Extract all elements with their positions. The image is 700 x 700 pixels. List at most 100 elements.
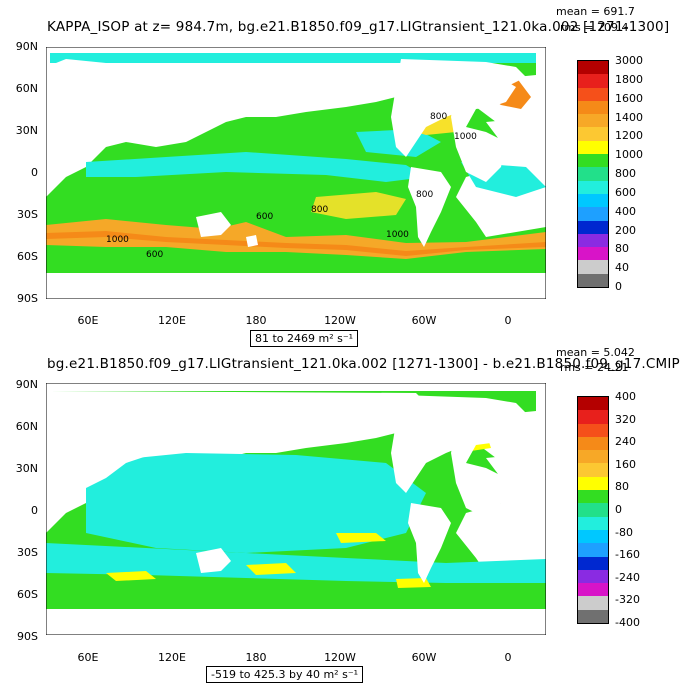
colorbar-swatch [578, 596, 608, 611]
panel1-lat-axis: 90N 60N 30N 0 30S 60S 90S [0, 40, 46, 312]
colorbar-swatch [578, 583, 608, 597]
colorbar-swatch [578, 450, 608, 464]
panel1-title: KAPPA_ISOP at z= 984.7m, bg.e21.B1850.f0… [47, 19, 670, 35]
contour-label: 1000 [106, 235, 129, 245]
colorbar-swatch [578, 154, 608, 168]
lon-label: 60E [77, 314, 99, 327]
colorbar-swatch [578, 127, 608, 142]
colorbar-label: -320 [615, 593, 640, 607]
colorbar-swatch [578, 247, 608, 261]
lat-label: 90S [17, 292, 38, 305]
lat-label: 30N [15, 124, 38, 137]
colorbar-swatch [578, 609, 608, 624]
panel2-colorbar: 400 320 240 160 80 0 -80 -160 -240 -320 -400 [577, 390, 657, 629]
lat-label: 30S [17, 208, 38, 221]
lon-label: 0 [504, 651, 512, 664]
colorbar-label: 600 [615, 185, 636, 199]
colorbar-swatch [578, 61, 608, 75]
panel2-mean: mean = 5.042 [556, 346, 635, 359]
colorbar-swatch [578, 410, 608, 425]
contour-label: 800 [430, 112, 447, 122]
lat-label: 60N [15, 82, 38, 95]
colorbar-swatch [578, 569, 608, 584]
colorbar-label: 80 [615, 480, 629, 494]
colorbar-label: 1600 [615, 91, 643, 105]
lon-label: 60W [411, 651, 437, 664]
lon-label: 120E [158, 651, 186, 664]
colorbar-swatch [578, 180, 608, 195]
colorbar-swatch [578, 476, 608, 491]
colorbar-label: 3000 [615, 54, 643, 67]
panel1-rms: rms = 709.4 [560, 21, 629, 34]
lon-label: 180 [245, 651, 267, 664]
colorbar-swatch [578, 543, 608, 558]
colorbar-label: 160 [615, 457, 636, 471]
colorbar-swatches [577, 396, 609, 624]
panel1-colorbar: 3000 1800 1600 1400 1200 1000 800 600 400 200 80 40… [577, 54, 657, 293]
panel1-mean: mean = 691.7 [556, 5, 635, 18]
colorbar-swatch [578, 100, 608, 115]
colorbar-swatch [578, 516, 608, 531]
panel2-rms: rms = 24.21 [560, 361, 629, 374]
colorbar-swatches [577, 60, 609, 288]
colorbar-swatch [578, 260, 608, 275]
panel2-range-label: -519 to 425.3 by 40 m² s⁻¹ [206, 666, 364, 683]
lon-label: 60W [411, 314, 437, 327]
colorbar-swatch [578, 207, 608, 222]
lat-label: 90N [15, 40, 38, 53]
lat-label: 30S [17, 546, 38, 559]
colorbar-label: 320 [615, 412, 636, 426]
colorbar-label: -160 [615, 548, 640, 562]
colorbar-swatch [578, 556, 608, 571]
colorbar-label: 0 [615, 280, 622, 293]
lon-label: 120E [158, 314, 186, 327]
panel1-lon-axis: 60E 120E 180 120W 60W 0 [40, 314, 560, 330]
contour-label: 600 [256, 212, 273, 222]
colorbar-swatch [578, 463, 608, 478]
lon-label: 120W [324, 314, 356, 327]
colorbar-label: -400 [615, 616, 640, 629]
colorbar-label: 200 [615, 223, 636, 237]
contour-label: 800 [311, 205, 328, 215]
colorbar-label: 1200 [615, 129, 643, 143]
panel2-map [46, 383, 546, 635]
colorbar-label: -80 [615, 525, 633, 539]
lon-label: 180 [245, 314, 267, 327]
colorbar-swatch [578, 193, 608, 208]
colorbar-label: 0 [615, 503, 622, 516]
colorbar-label: -240 [615, 570, 640, 584]
colorbar-swatch [578, 167, 608, 182]
lat-label: 90S [17, 630, 38, 643]
colorbar-swatch [578, 436, 608, 451]
colorbar-swatch [578, 87, 608, 102]
colorbar-swatch [578, 273, 608, 288]
lat-label: 60S [17, 588, 38, 601]
panel1-range-label: 81 to 2469 m² s⁻¹ [250, 330, 359, 347]
panel2-lat-axis: 90N 60N 30N 0 30S 60S 90S [0, 378, 46, 648]
colorbar-swatch [578, 397, 608, 411]
panel2-lon-axis: 60E 120E 180 120W 60W 0 [40, 651, 560, 667]
lat-label: 0 [31, 166, 38, 179]
lat-label: 90N [15, 378, 38, 391]
lon-label: 0 [504, 314, 512, 327]
colorbar-label: 1400 [615, 110, 643, 124]
panel1-map: 800 1000 800 1000 800 1000 600 600 [46, 47, 546, 299]
lat-label: 60S [17, 250, 38, 263]
colorbar-label: 400 [615, 204, 636, 218]
lat-label: 60N [15, 420, 38, 433]
contour-label: 600 [146, 250, 163, 260]
colorbar-swatch [578, 529, 608, 544]
colorbar-swatch [578, 490, 608, 504]
colorbar-label: 400 [615, 390, 636, 403]
colorbar-swatch [578, 140, 608, 155]
panel2-title: bg.e21.B1850.f09_g17.LIGtransient_121.0k… [47, 356, 680, 372]
lon-label: 60E [77, 651, 99, 664]
colorbar-swatch [578, 220, 608, 235]
lon-label: 120W [324, 651, 356, 664]
lat-label: 30N [15, 462, 38, 475]
colorbar-label: 40 [615, 261, 629, 275]
colorbar-label: 1000 [615, 148, 643, 162]
contour-label: 1000 [454, 132, 477, 142]
colorbar-label: 80 [615, 242, 629, 256]
colorbar-swatch [578, 74, 608, 89]
